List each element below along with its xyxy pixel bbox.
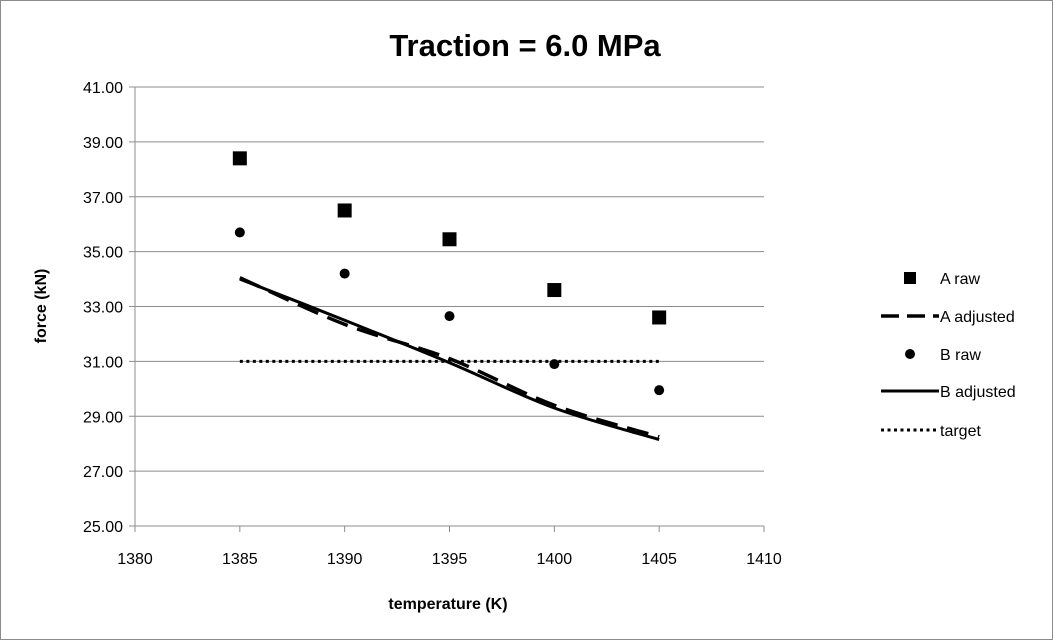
y-tick-label: 39.00	[83, 135, 123, 152]
y-tick-label: 37.00	[83, 190, 123, 207]
legend-label-target: target	[940, 423, 981, 440]
x-tick-label: 1410	[746, 551, 782, 568]
data-point-a-raw	[442, 232, 457, 247]
series-a-raw	[232, 151, 667, 325]
data-point-a-raw	[547, 283, 562, 298]
chart-title: Traction = 6.0 MPa	[389, 28, 661, 63]
y-tick-label: 31.00	[83, 354, 123, 371]
series-b-raw	[234, 227, 665, 396]
x-axis-label: temperature (K)	[388, 596, 507, 613]
data-point-a-raw	[337, 203, 352, 218]
x-tick-label: 1400	[537, 551, 573, 568]
x-tick-label: 1380	[117, 551, 153, 568]
legend-marker-b-raw	[905, 349, 915, 359]
x-tick-label: 1385	[222, 551, 258, 568]
data-point-a-raw	[652, 310, 667, 325]
y-tick-label: 29.00	[83, 409, 123, 426]
y-tick-label: 33.00	[83, 300, 123, 317]
data-point-b-raw	[444, 311, 455, 322]
y-axis-label: force (kN)	[33, 269, 50, 344]
y-tick-label: 41.00	[83, 80, 123, 97]
legend-item-a-raw: A raw	[904, 271, 980, 288]
x-tick-labels: 1380 1385 1390 1395 1400 1405 1410	[117, 551, 782, 568]
data-point-b-raw	[339, 268, 350, 279]
series-layer	[232, 151, 667, 442]
x-tick-label: 1405	[641, 551, 677, 568]
y-tick-labels: 25.00 27.00 29.00 31.00 33.00 35.00 37.00 39.00…	[83, 80, 123, 536]
grid	[135, 86, 764, 472]
series-line-a-adjusted	[239, 276, 660, 439]
y-tick-label: 27.00	[83, 464, 123, 481]
legend-item-a-adjusted: A adjusted	[881, 309, 1015, 326]
legend-label-b-raw: B raw	[940, 347, 981, 364]
legend-item-target: target	[881, 423, 981, 440]
legend-item-b-raw: B raw	[905, 347, 981, 364]
data-point-b-raw	[234, 227, 245, 238]
y-tick-label: 25.00	[83, 519, 123, 536]
legend-label-a-raw: A raw	[940, 271, 980, 288]
series-a-adjusted	[239, 276, 660, 439]
legend-item-b-adjusted: B adjusted	[881, 384, 1016, 401]
data-point-b-raw	[654, 385, 665, 396]
legend-label-b-adjusted: B adjusted	[940, 384, 1016, 401]
legend-label-a-adjusted: A adjusted	[940, 309, 1015, 326]
legend: A raw A adjusted B raw B adjusted target	[881, 271, 1016, 440]
x-tick-label: 1390	[327, 551, 363, 568]
legend-marker-a-raw	[904, 272, 916, 284]
data-point-a-raw	[232, 151, 247, 166]
axes	[129, 86, 765, 532]
y-tick-label: 35.00	[83, 245, 123, 262]
x-tick-label: 1395	[432, 551, 468, 568]
